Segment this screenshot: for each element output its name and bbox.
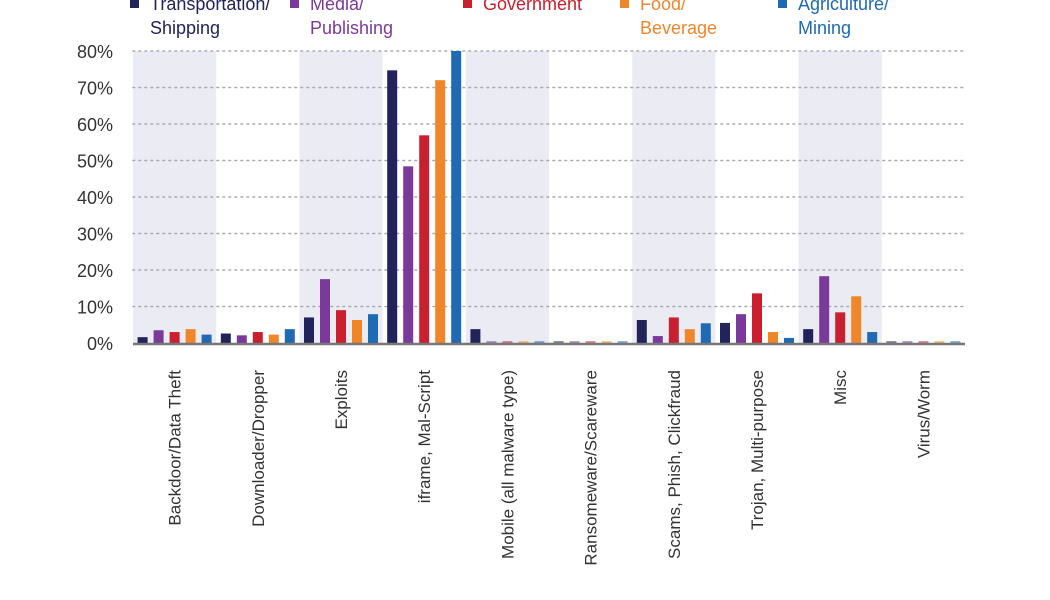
- x-tick-label: Backdoor/Data Theft: [166, 370, 185, 526]
- bar-scams-phish-clickfraud-2: [668, 317, 679, 343]
- legend-label: Government: [483, 0, 583, 14]
- bar-ransomeware-scareware-0: [553, 341, 564, 343]
- bar-iframe-mal-script-3: [435, 80, 446, 343]
- bar-exploits-3: [352, 320, 362, 343]
- bar-trojan-multi-purpose-1: [736, 314, 746, 343]
- x-tick-label: Downloader/Dropper: [249, 370, 268, 527]
- bar-ransomeware-scareware-3: [601, 341, 612, 343]
- bar-mobile-all-malware-type--0: [470, 329, 481, 343]
- legend-label: Media/ Publishing: [310, 0, 394, 38]
- bar-iframe-mal-script-2: [419, 135, 430, 343]
- bar-scams-phish-clickfraud-4: [700, 323, 711, 343]
- legend-swatch: [463, 0, 472, 8]
- y-tick-label: 80%: [77, 42, 113, 62]
- legend-label: Transportation/ Shipping: [150, 0, 271, 38]
- legend-swatch: [130, 0, 139, 8]
- bar-virus-worm-2: [918, 341, 929, 343]
- bar-mobile-all-malware-type--4: [534, 341, 545, 343]
- x-tick-label: Scams, Phish, Clickfraud: [665, 370, 684, 559]
- bar-scams-phish-clickfraud-0: [636, 320, 647, 343]
- bar-downloader-dropper-0: [220, 333, 231, 343]
- bar-exploits-4: [368, 314, 378, 343]
- bar-virus-worm-3: [934, 341, 945, 343]
- legend-label: Food/ Beverage: [640, 0, 718, 38]
- y-tick-label: 40%: [77, 188, 113, 208]
- bar-misc-3: [851, 296, 862, 343]
- bar-backdoor-data-theft-0: [137, 337, 148, 343]
- bar-virus-worm-1: [902, 341, 913, 343]
- bar-ransomeware-scareware-1: [569, 341, 580, 343]
- legend-label: Agriculture/ Mining: [798, 0, 890, 38]
- bar-misc-1: [819, 276, 830, 343]
- x-tick-label: Mobile (all malware type): [498, 370, 517, 559]
- y-tick-label: 20%: [77, 261, 113, 281]
- y-tick-label: 60%: [77, 115, 113, 135]
- bar-ransomeware-scareware-4: [617, 341, 628, 343]
- bar-backdoor-data-theft-3: [185, 329, 196, 343]
- y-tick-label: 30%: [77, 225, 113, 245]
- x-tick-label: iframe, Mal-Script: [415, 370, 434, 503]
- bar-misc-0: [803, 329, 814, 343]
- bar-virus-worm-4: [950, 341, 961, 343]
- y-tick-label: 70%: [77, 79, 113, 99]
- legend-swatch: [290, 0, 299, 8]
- bar-backdoor-data-theft-4: [201, 334, 212, 343]
- bar-downloader-dropper-4: [284, 329, 295, 343]
- x-tick-label: Ransomeware/Scareware: [582, 370, 601, 566]
- bar-virus-worm-0: [886, 341, 897, 343]
- bar-mobile-all-malware-type--1: [486, 341, 497, 343]
- y-tick-label: 10%: [77, 298, 113, 318]
- bar-trojan-multi-purpose-0: [720, 322, 730, 343]
- legend-swatch: [778, 0, 787, 8]
- y-tick-label: 0%: [87, 334, 113, 354]
- bar-downloader-dropper-2: [252, 332, 263, 343]
- x-tick-label: Virus/Worm: [914, 370, 933, 458]
- bar-backdoor-data-theft-1: [153, 330, 164, 343]
- bar-downloader-dropper-1: [236, 335, 247, 343]
- bar-scams-phish-clickfraud-1: [652, 336, 663, 343]
- bar-iframe-mal-script-1: [403, 166, 414, 343]
- bar-trojan-multi-purpose-3: [768, 332, 778, 343]
- bar-backdoor-data-theft-2: [169, 332, 180, 343]
- bar-downloader-dropper-3: [268, 334, 279, 343]
- bar-misc-4: [867, 332, 878, 343]
- legend-swatch: [620, 0, 629, 8]
- bar-exploits-0: [304, 317, 314, 343]
- bar-scams-phish-clickfraud-3: [684, 329, 695, 343]
- bar-iframe-mal-script-0: [387, 70, 398, 343]
- bar-ransomeware-scareware-2: [585, 341, 596, 343]
- bar-misc-2: [835, 312, 846, 343]
- y-tick-label: 50%: [77, 152, 113, 172]
- bar-exploits-2: [336, 310, 346, 343]
- x-tick-label: Exploits: [332, 370, 351, 430]
- x-tick-label: Trojan, Multi-purpose: [748, 370, 767, 530]
- bar-mobile-all-malware-type--3: [518, 341, 529, 343]
- category-band: [299, 51, 383, 343]
- bar-mobile-all-malware-type--2: [502, 341, 513, 343]
- bar-iframe-mal-script-4: [451, 51, 462, 343]
- x-tick-label: Misc: [831, 370, 850, 405]
- bar-trojan-multi-purpose-2: [752, 293, 762, 343]
- bar-trojan-multi-purpose-4: [784, 337, 794, 343]
- bar-exploits-1: [320, 279, 330, 343]
